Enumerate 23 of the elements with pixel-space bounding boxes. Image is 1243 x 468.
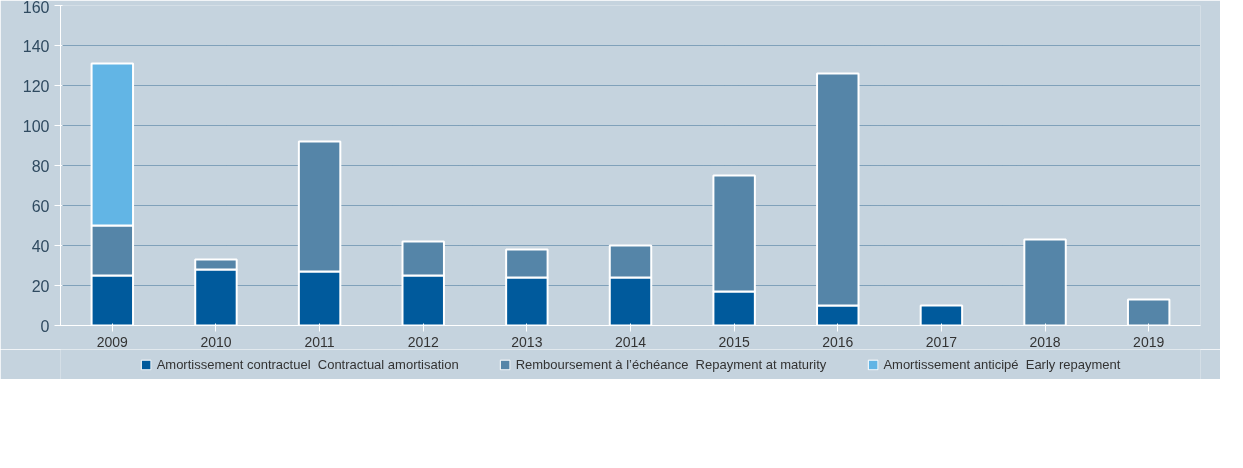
y-tick-label: 140: [22, 37, 50, 55]
x-tick-label: 2018: [1029, 333, 1061, 350]
y-tick-label: 120: [22, 77, 50, 95]
y-tick-label: 80: [31, 157, 50, 175]
legend-label: Remboursement à l’échéance Repayment at maturity: [515, 356, 827, 372]
x-tick-label: 2016: [822, 333, 854, 350]
y-tick-label: 60: [31, 197, 50, 215]
x-tick-label: 2012: [407, 333, 440, 350]
x-tick-label: 2009: [96, 333, 129, 350]
y-tick-label: 40: [31, 237, 50, 255]
y-tick-label: 160: [22, 0, 50, 16]
x-tick-label: 2011: [304, 333, 335, 350]
y-tick-label: 20: [31, 277, 50, 295]
y-tick-label: 100: [22, 117, 50, 135]
legend-label: Amortissement anticipé Early repayment: [883, 356, 1121, 372]
x-tick-label: 2010: [200, 333, 232, 350]
legend-label: Amortissement contractuel Contractual amortisation: [156, 356, 459, 372]
x-tick-label: 2014: [614, 333, 647, 350]
x-tick-label: 2019: [1133, 333, 1165, 350]
x-tick-label: 2013: [511, 333, 543, 350]
y-tick-label: 0: [40, 317, 50, 335]
x-tick-label: 2015: [718, 333, 750, 350]
x-tick-label: 2017: [925, 333, 958, 350]
